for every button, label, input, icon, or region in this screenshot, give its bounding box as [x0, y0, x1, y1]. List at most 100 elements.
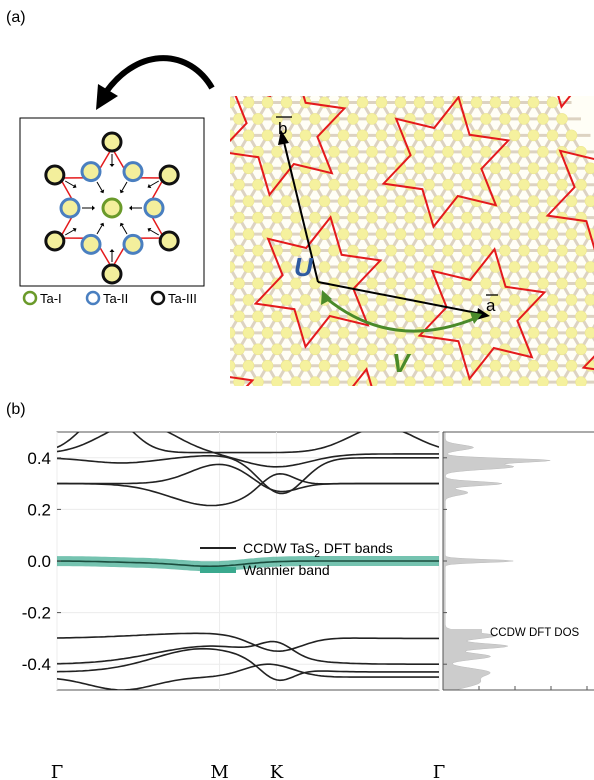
lattice-atom: [518, 211, 530, 224]
lattice-atom: [461, 178, 473, 191]
lattice-atom: [299, 195, 312, 207]
lattice-bond: [391, 399, 401, 415]
lattice-atom: [575, 244, 587, 257]
lattice-atom: [537, 343, 549, 356]
lattice-atom: [318, 195, 331, 207]
lattice-atom: [243, 393, 254, 404]
dos-curve: [443, 432, 551, 690]
dft-band-line: [57, 640, 439, 665]
lattice-atom: [443, 81, 454, 92]
lattice-atom: [527, 228, 540, 240]
lattice-atom: [527, 96, 540, 109]
lattice-atom: [309, 178, 321, 191]
lattice-atom: [337, 162, 350, 175]
lattice-atom: [375, 228, 388, 240]
lattice-atom: [499, 310, 511, 323]
x-tick-label: Γ: [51, 762, 64, 780]
cdw-stars: [184, 0, 594, 386]
lattice-atom: [215, 81, 226, 92]
lattice-bond: [230, 100, 231, 103]
lattice-atom: [527, 327, 540, 339]
lattice-atom: [329, 81, 340, 92]
lattice-bond: [258, 399, 268, 415]
lattice-bond: [220, 382, 230, 398]
lattice-atom: [215, 245, 226, 256]
y-tick-labels: 0.4 0.2 0.0 -0.2 -0.4: [22, 449, 61, 674]
inset-arrowhead: [72, 227, 77, 233]
lattice-atom: [337, 195, 350, 207]
lattice-bond: [230, 234, 231, 237]
lattice-atom: [242, 162, 255, 175]
lattice-bond: [230, 102, 231, 105]
lattice-atom: [537, 244, 549, 257]
lattice-atom: [318, 327, 331, 339]
dft-band-line: [57, 454, 439, 495]
lattice-atom: [556, 113, 568, 125]
lattice-bond: [496, 399, 506, 415]
lattice-atom: [404, 376, 416, 386]
lattice-bond: [353, 399, 363, 415]
lattice-bond: [211, 251, 221, 267]
lattice-bond: [230, 300, 231, 303]
dos-ticks: [443, 457, 588, 690]
lattice-bond: [562, 399, 572, 415]
lattice-atom: [385, 146, 397, 158]
lattice-atom: [215, 146, 226, 157]
lattice-atom: [565, 327, 578, 339]
lattice-atom: [413, 162, 426, 175]
lattice-atom: [556, 343, 568, 356]
lattice-atom: [261, 327, 274, 339]
lattice-atom: [470, 327, 483, 339]
lattice-atom: [432, 359, 445, 372]
lattice-atom: [233, 310, 245, 323]
lattice-atom: [252, 113, 264, 125]
lattice-atom: [499, 113, 511, 125]
lattice-atom: [242, 327, 255, 339]
lattice-bond: [306, 399, 316, 415]
lattice-bond: [505, 399, 515, 415]
lattice-atom: [356, 162, 369, 175]
lattice-atom: [508, 129, 521, 142]
lattice-atom: [566, 393, 577, 404]
lattice-atom: [423, 310, 435, 323]
lattice-atom: [556, 310, 568, 323]
lattice-atom: [546, 96, 559, 109]
lattice-atom: [432, 162, 445, 175]
cdw-star: [230, 96, 347, 197]
inset-legend: Ta-I Ta-II Ta-III: [22, 290, 197, 306]
x-tick-label: Γ: [433, 762, 446, 780]
lattice-atom: [508, 261, 521, 273]
lattice-atom: [356, 261, 369, 273]
lattice-atom: [575, 376, 587, 386]
lattice-atom: [546, 129, 559, 142]
lattice-bond: [534, 399, 544, 415]
lattice-atom: [309, 376, 321, 386]
dft-band-line: [57, 647, 439, 682]
lattice-atom: [480, 376, 492, 386]
lattice-atom: [471, 393, 482, 404]
lattice-atom: [385, 244, 397, 257]
inset-arrowhead: [119, 222, 125, 227]
lattice-atom: [538, 81, 549, 92]
lattice-atom: [328, 244, 340, 257]
lattice-atom: [242, 129, 255, 142]
lattice-atom: [337, 359, 350, 372]
lattice-bond: [382, 399, 392, 415]
lattice-bond: [477, 399, 487, 415]
lattice-bond: [448, 399, 458, 415]
lattice-bond: [458, 399, 468, 415]
lattice-bond: [344, 399, 354, 415]
lattice-atom: [366, 113, 378, 125]
lattice-bond: [211, 152, 221, 168]
lattice-atom: [375, 195, 388, 207]
lattice-atom: [261, 359, 274, 372]
cdw-star: [184, 0, 309, 43]
lattice-atom: [499, 244, 511, 257]
lattice-atom: [394, 294, 407, 306]
lattice-atom: [546, 294, 559, 306]
cdw-star: [545, 149, 594, 251]
cdw-star: [417, 247, 547, 381]
lattice-atom: [537, 310, 549, 323]
lattice-atom: [405, 81, 416, 92]
lattice-atom: [242, 96, 255, 109]
